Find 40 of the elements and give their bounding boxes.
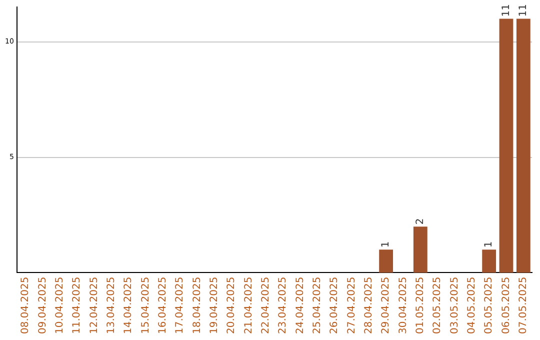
x-tick-label: 12.04.2025 [88,276,100,334]
data-label: 1 [380,241,392,248]
bar [499,18,514,273]
x-tick-label: 06.05.2025 [500,276,512,334]
x-tick-label: 22.04.2025 [260,276,272,334]
data-label: 2 [414,218,426,225]
x-tick-label: 16.04.2025 [157,276,168,334]
x-tick-label: 25.04.2025 [312,276,323,334]
x-tick-label: 08.04.2025 [20,276,32,334]
x-tick-label: 28.04.2025 [363,276,374,334]
x-tick-label: 19.04.2025 [208,276,220,334]
bar [379,250,394,273]
x-tick-label: 11.04.2025 [72,276,83,334]
x-tick-label: 03.05.2025 [449,276,460,334]
x-tick-label: 30.04.2025 [398,276,409,334]
x-tick-label: 29.04.2025 [380,276,392,334]
x-tick-label: 21.04.2025 [243,276,254,334]
bar [516,18,530,273]
bar [482,250,496,273]
x-tick-label: 05.05.2025 [484,276,495,334]
data-label: 11 [518,4,530,17]
x-tick-label: 09.04.2025 [37,276,48,334]
x-tick-label: 23.04.2025 [278,276,289,334]
x-tick-label: 14.04.2025 [123,276,134,334]
data-label: 11 [500,4,512,17]
x-tick-label: 02.05.2025 [432,276,444,334]
x-tick-label: 04.05.2025 [466,276,478,334]
x-tick-label: 15.04.2025 [140,276,152,334]
data-label: 1 [484,241,495,248]
x-tick-label: 24.04.2025 [294,276,306,334]
x-tick-label: 17.04.2025 [174,276,186,334]
x-tick-label: 01.05.2025 [414,276,426,334]
x-tick-label: 26.04.2025 [329,276,340,334]
x-tick-label: 18.04.2025 [192,276,203,334]
bar [413,226,428,273]
x-tick-label: 27.04.2025 [346,276,358,334]
x-tick-label: 13.04.2025 [106,276,117,334]
x-tick-label: 10.04.2025 [54,276,66,334]
x-tick-label: 07.05.2025 [518,276,530,334]
x-tick-label: 20.04.2025 [226,276,238,334]
